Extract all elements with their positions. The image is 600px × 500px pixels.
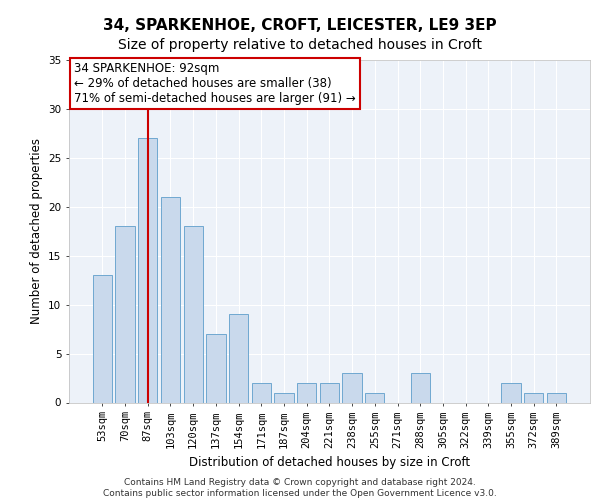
Bar [320, 383, 339, 402]
Bar [297, 383, 316, 402]
Bar [92, 276, 112, 402]
X-axis label: Distribution of detached houses by size in Croft: Distribution of detached houses by size … [189, 456, 470, 469]
Bar [343, 373, 362, 402]
Text: 34 SPARKENHOE: 92sqm
← 29% of detached houses are smaller (38)
71% of semi-detac: 34 SPARKENHOE: 92sqm ← 29% of detached h… [74, 62, 356, 104]
Bar [138, 138, 157, 402]
Bar [365, 392, 385, 402]
Bar [410, 373, 430, 402]
Bar [206, 334, 226, 402]
Bar [161, 197, 180, 402]
Text: Size of property relative to detached houses in Croft: Size of property relative to detached ho… [118, 38, 482, 52]
Bar [274, 392, 293, 402]
Bar [251, 383, 271, 402]
Bar [502, 383, 521, 402]
Bar [184, 226, 203, 402]
Bar [524, 392, 544, 402]
Bar [115, 226, 134, 402]
Bar [229, 314, 248, 402]
Y-axis label: Number of detached properties: Number of detached properties [29, 138, 43, 324]
Text: 34, SPARKENHOE, CROFT, LEICESTER, LE9 3EP: 34, SPARKENHOE, CROFT, LEICESTER, LE9 3E… [103, 18, 497, 32]
Bar [547, 392, 566, 402]
Text: Contains HM Land Registry data © Crown copyright and database right 2024.
Contai: Contains HM Land Registry data © Crown c… [103, 478, 497, 498]
